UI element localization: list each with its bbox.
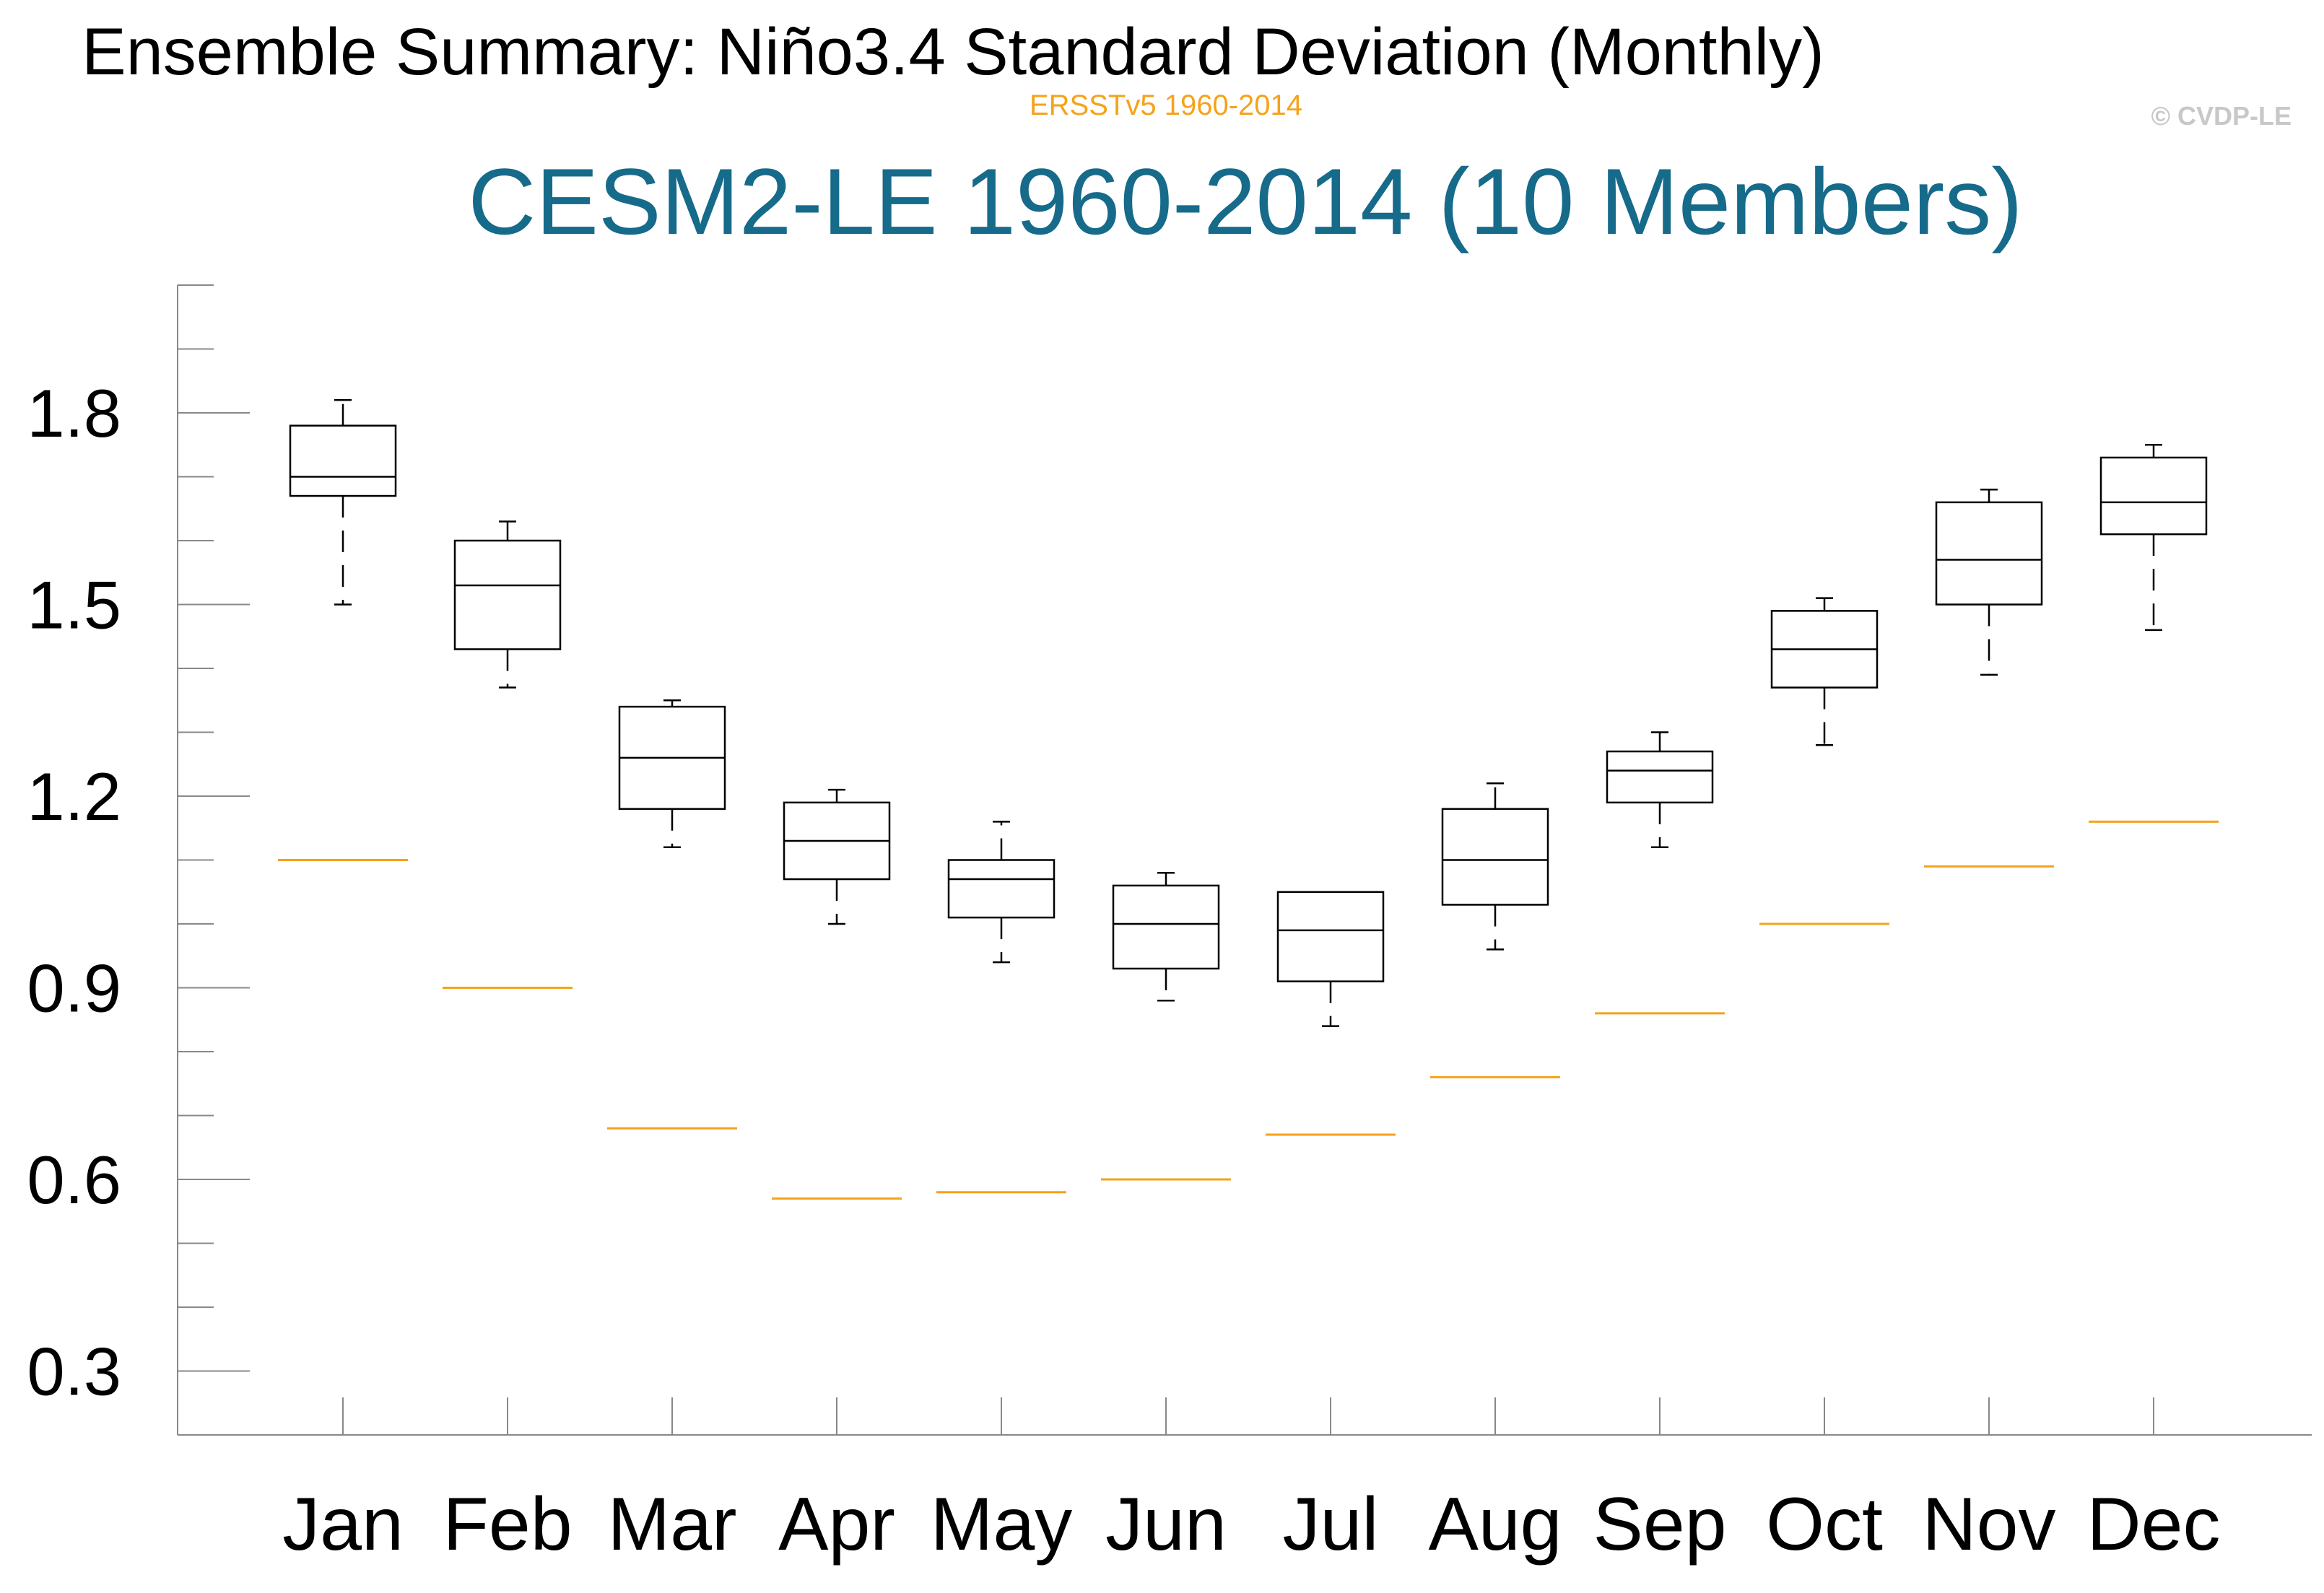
y-tick-label: 1.5: [27, 567, 121, 643]
x-tick-label: Jan: [282, 1483, 404, 1566]
box: [1441, 808, 1549, 906]
box: [1606, 750, 1714, 804]
box: [1112, 884, 1220, 970]
x-tick-label: Sep: [1593, 1483, 1726, 1566]
box: [947, 859, 1056, 919]
x-tick-label: Jun: [1105, 1483, 1227, 1566]
x-tick-label: Mar: [607, 1483, 736, 1566]
y-tick-label: 0.3: [27, 1334, 121, 1410]
y-tick-label: 0.6: [27, 1142, 121, 1218]
box: [2099, 456, 2208, 536]
x-tick-label: Feb: [443, 1483, 572, 1566]
x-tick-label: Nov: [1923, 1483, 2056, 1566]
copyright-label: © CVDP-LE: [2151, 101, 2292, 131]
box: [1935, 501, 2043, 606]
x-tick-label: Apr: [778, 1483, 895, 1566]
y-tick-label: 1.2: [27, 759, 121, 834]
y-tick-label: 1.8: [27, 375, 121, 451]
box: [453, 539, 562, 650]
x-tick-label: May: [931, 1483, 1072, 1566]
chart-title: Ensemble Summary: Niño3.4 Standard Devia…: [82, 15, 1824, 89]
y-tick-label: 0.9: [27, 951, 121, 1026]
model-title: CESM2-LE 1960-2014 (10 Members): [468, 149, 2023, 254]
x-tick-label: Dec: [2087, 1483, 2221, 1566]
x-tick-label: Aug: [1428, 1483, 1562, 1566]
x-tick-label: Jul: [1283, 1483, 1379, 1566]
box: [289, 424, 397, 497]
x-tick-label: Oct: [1766, 1483, 1883, 1566]
observation-subtitle: ERSSTv5 1960-2014: [1029, 90, 1302, 121]
box: [1276, 891, 1385, 982]
